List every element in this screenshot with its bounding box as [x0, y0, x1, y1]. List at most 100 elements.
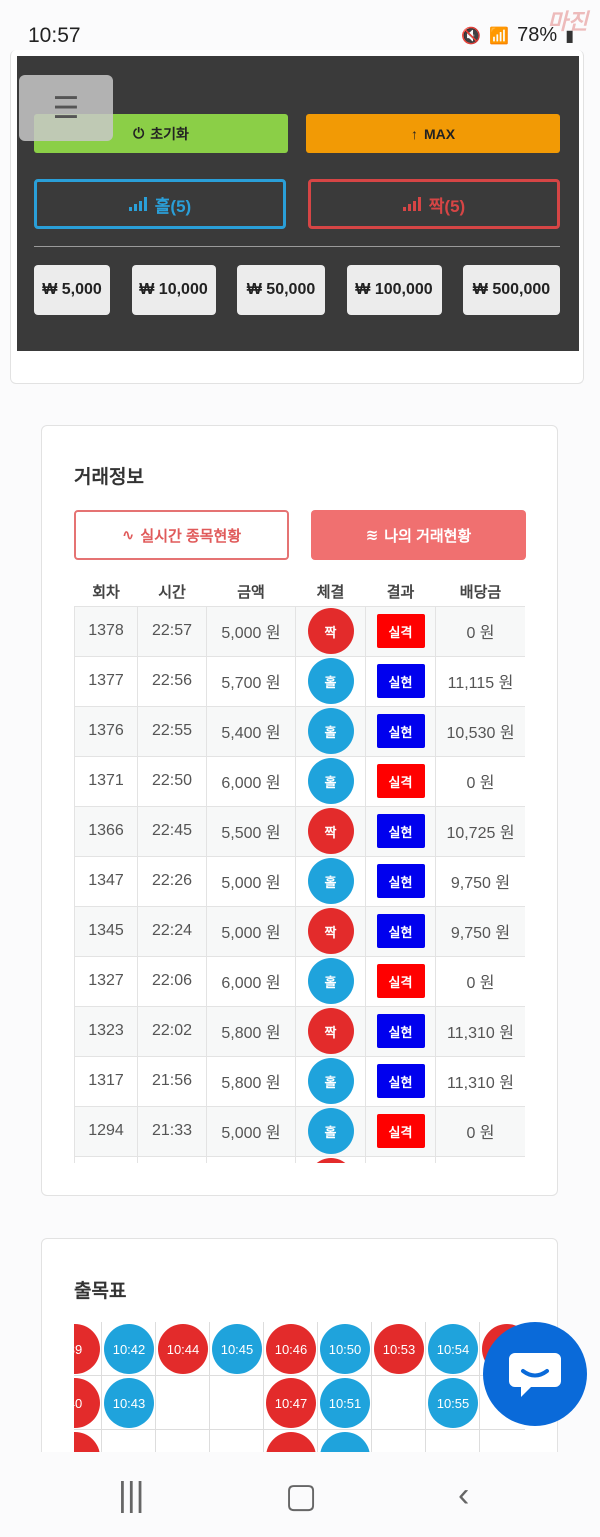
tab-live-status[interactable]: ∿ 실시간 종목현황	[74, 510, 289, 560]
payout-cell: 11,115 원	[435, 655, 525, 707]
round-cell: 1376	[74, 705, 138, 757]
power-icon: ⏻	[133, 125, 145, 141]
grid-cell	[318, 1430, 372, 1452]
round-cell: 1294	[74, 1105, 138, 1157]
output-ball	[320, 1432, 370, 1452]
result-cell	[365, 1155, 436, 1163]
result-badge: 실현	[376, 714, 425, 748]
result-cell: 실격	[365, 755, 436, 807]
pick-ball: 홀	[307, 958, 354, 1004]
payout-cell: 0 원	[435, 605, 525, 657]
payout-cell: 0 원	[435, 755, 525, 807]
amount-cell	[206, 1155, 296, 1163]
hamburger-menu-button[interactable]: ☰	[19, 75, 113, 141]
table-row: 1366 22:45 5,500 원 짝 실현 10,725 원	[74, 805, 525, 857]
pick-ball: 짝	[307, 1158, 354, 1163]
max-button[interactable]: ↑ MAX	[306, 114, 560, 153]
pick-cell: 짝	[295, 1005, 366, 1057]
result-cell: 실현	[365, 905, 436, 957]
grid-cell	[264, 1376, 318, 1430]
time-cell: 22:50	[137, 755, 207, 807]
pick-ball: 짝	[307, 1008, 354, 1054]
amount-cell: 6,000 원	[206, 755, 296, 807]
grid-cell	[372, 1376, 426, 1430]
grid-cell	[318, 1322, 372, 1376]
menu-icon: ☰	[52, 91, 80, 125]
grid-cell	[426, 1322, 480, 1376]
round-cell: 1317	[74, 1055, 138, 1107]
pick-cell: 짝	[295, 605, 366, 657]
trade-info-title: 거래정보	[74, 467, 144, 488]
grid-cell	[264, 1430, 318, 1452]
amount-button-100000[interactable]: ₩ 100,000	[346, 265, 442, 315]
pick-cell: 홀	[295, 705, 366, 757]
amount-button-5000[interactable]: ₩ 5,000	[34, 265, 110, 315]
payout-cell: 10,725 원	[435, 805, 525, 857]
battery-level: 78%	[517, 24, 558, 46]
pick-cell: 짝	[295, 905, 366, 957]
output-chart-grid[interactable]: 394010:4210:4310:4410:4510:4610:4710:501…	[74, 1322, 525, 1452]
home-icon[interactable]: ▢	[285, 1477, 318, 1515]
amount-buttons: ₩ 5,000 ₩ 10,000 ₩ 50,000 ₩ 100,000 ₩ 50…	[34, 265, 560, 317]
result-cell: 실현	[365, 855, 436, 907]
result-cell: 실현	[365, 805, 436, 857]
round-cell: 1371	[74, 755, 138, 807]
odd-pick-button[interactable]: 홀(5)	[34, 179, 286, 229]
pick-ball: 홀	[307, 758, 354, 804]
output-ball: 10:55	[428, 1378, 478, 1428]
result-badge: 실현	[376, 864, 425, 898]
pick-ball: 짝	[307, 608, 354, 654]
output-ball: 10:43	[104, 1378, 154, 1428]
grid-cell	[102, 1430, 156, 1452]
even-pick-button[interactable]: 짝(5)	[308, 179, 560, 229]
output-ball	[266, 1432, 316, 1452]
round-cell: 1345	[74, 905, 138, 957]
output-ball: 10:50	[320, 1324, 370, 1374]
pick-cell: 홀	[295, 1105, 366, 1157]
payout-cell: 11,310 원	[435, 1005, 525, 1057]
output-ball: 10:45	[212, 1324, 262, 1374]
chat-icon	[509, 1353, 561, 1397]
table-row: 1327 22:06 6,000 원 홀 실격 0 원	[74, 955, 525, 1007]
grid-cell	[102, 1322, 156, 1376]
header-payout: 배당금	[459, 584, 502, 602]
payout-cell: 0 원	[435, 955, 525, 1007]
header-result: 결과	[386, 584, 415, 602]
watermark-logo: 마진	[547, 9, 588, 34]
output-ball: 10:53	[374, 1324, 424, 1374]
recent-apps-icon[interactable]: |||	[118, 1476, 145, 1514]
grid-cell	[480, 1376, 525, 1430]
amount-cell: 5,500 원	[206, 805, 296, 857]
pick-ball: 짝	[307, 808, 354, 854]
pick-cell: 홀	[295, 855, 366, 907]
chat-button[interactable]	[483, 1322, 587, 1426]
result-cell: 실현	[365, 655, 436, 707]
tab-my-trades[interactable]: ≋ 나의 거래현황	[311, 510, 526, 560]
amount-button-50000[interactable]: ₩ 50,000	[237, 265, 325, 315]
time-cell: 22:57	[137, 605, 207, 657]
output-ball: 10:51	[320, 1378, 370, 1428]
amount-cell: 5,000 원	[206, 855, 296, 907]
amount-cell: 5,000 원	[206, 1105, 296, 1157]
round-cell: 1327	[74, 955, 138, 1007]
output-ball: 10:46	[266, 1324, 316, 1374]
signal-icon	[128, 197, 147, 211]
table-row: 1376 22:55 5,400 원 홀 실현 10,530 원	[74, 705, 525, 757]
payout-cell: 9,750 원	[435, 855, 525, 907]
trade-table-scroll[interactable]: 회차 시간 금액 체결 결과 배당금 1378 22:57 5,000 원 짝 실격 0 …	[74, 578, 525, 1163]
round-cell: 1347	[74, 855, 138, 907]
amount-button-500000[interactable]: ₩ 500,000	[463, 265, 560, 315]
system-nav-bar: ||| ▢ ‹	[0, 1452, 600, 1537]
list-icon: ≋	[365, 527, 379, 544]
payout-cell: 10,530 원	[435, 705, 525, 757]
round-cell	[74, 1155, 138, 1163]
grid-cell	[156, 1430, 210, 1452]
table-row: 1345 22:24 5,000 원 짝 실현 9,750 원	[74, 905, 525, 957]
result-badge: 실현	[376, 914, 425, 948]
amount-button-10000[interactable]: ₩ 10,000	[131, 265, 216, 315]
back-icon[interactable]: ‹	[458, 1476, 470, 1514]
amount-cell: 5,700 원	[206, 655, 296, 707]
grid-cell	[426, 1376, 480, 1430]
arrow-up-icon: ↑	[410, 125, 418, 142]
pick-cell: 짝	[295, 1155, 366, 1163]
